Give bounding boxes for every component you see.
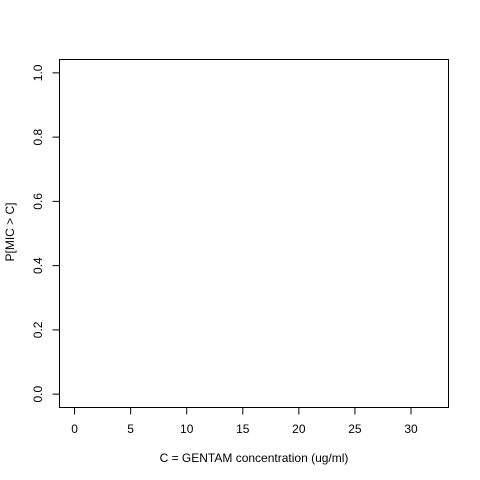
y-axis: 0.0 0.2 0.4 0.6 0.8 1.0: [31, 64, 60, 402]
y-axis-label: P[MIC > C]: [3, 202, 17, 261]
y-tick-label: 0.8: [31, 128, 45, 145]
y-tick-label: 0.6: [31, 193, 45, 210]
y-tick-label: 0.2: [31, 321, 45, 338]
x-tick-label: 0: [71, 422, 78, 436]
x-tick-label: 30: [404, 422, 418, 436]
x-tick-label: 10: [180, 422, 194, 436]
x-axis-label: C = GENTAM concentration (ug/ml): [160, 451, 349, 465]
y-tick-label: 0.4: [31, 257, 45, 274]
x-axis: 0 5 10 15 20 25 30: [71, 407, 418, 436]
x-tick-label: 20: [292, 422, 306, 436]
x-tick-label: 25: [348, 422, 362, 436]
x-tick-label: 5: [127, 422, 134, 436]
y-tick-label: 1.0: [31, 64, 45, 81]
plot-area-frame: [59, 59, 449, 408]
x-tick-label: 15: [236, 422, 250, 436]
y-tick-label: 0.0: [31, 385, 45, 402]
